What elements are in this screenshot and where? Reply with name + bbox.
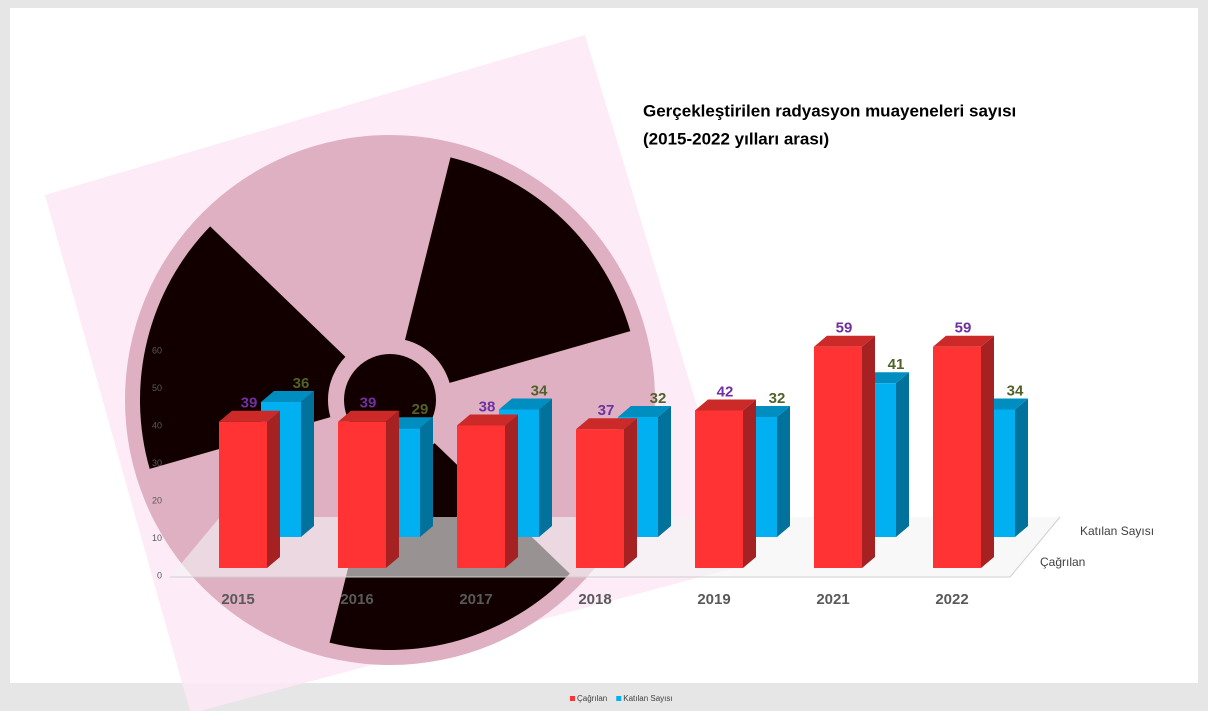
bar [219, 410, 280, 568]
y-tick-label: 50 [152, 383, 162, 393]
x-tick-label: 2021 [816, 591, 849, 608]
bar [457, 414, 518, 568]
depth-label: Katılan Sayısı [1080, 524, 1154, 538]
x-tick-label: 2017 [459, 591, 492, 608]
bar [695, 399, 756, 568]
data-label: 59 [836, 320, 853, 337]
bar-side [386, 410, 399, 568]
bar-top [576, 418, 637, 430]
bar-side [624, 418, 637, 568]
bar-side [981, 335, 994, 568]
data-label: 39 [241, 395, 258, 412]
x-tick-label: 2022 [935, 591, 968, 608]
legend-label: Çağrılan [577, 694, 607, 703]
bar-side [301, 391, 314, 537]
bar-side [896, 372, 909, 537]
x-tick-label: 2018 [578, 591, 611, 608]
bar [576, 418, 637, 568]
bar-side [1015, 398, 1028, 537]
bar-side [862, 335, 875, 568]
depth-label: Çağrılan [1040, 555, 1085, 569]
bar-front [814, 346, 862, 568]
data-label: 34 [531, 382, 548, 399]
bar-top [457, 414, 518, 426]
data-label: 38 [479, 398, 496, 415]
y-tick-label: 10 [152, 533, 162, 543]
data-label: 37 [598, 402, 615, 419]
bar [814, 335, 875, 568]
bar [338, 410, 399, 568]
y-tick-label: 30 [152, 458, 162, 468]
bar-top [814, 335, 875, 347]
x-tick-label: 2019 [697, 591, 730, 608]
bar-side [777, 406, 790, 537]
legend-swatch [616, 696, 622, 701]
y-tick-label: 0 [157, 570, 162, 580]
legend-label: Katılan Sayısı [623, 694, 672, 703]
bar-side [539, 398, 552, 537]
data-label: 36 [293, 375, 310, 392]
bar-top [338, 410, 399, 422]
data-label: 29 [412, 401, 429, 418]
data-label: 39 [360, 395, 377, 412]
bar-side [743, 399, 756, 568]
bar-front [695, 410, 743, 568]
bar-top [499, 398, 552, 410]
bar-side [267, 410, 280, 568]
data-label: 32 [769, 390, 786, 407]
data-label: 34 [1007, 382, 1024, 399]
bar-top [261, 391, 314, 402]
x-tick-label: 2016 [340, 591, 373, 608]
bar-side [420, 417, 433, 537]
bar-front [338, 421, 386, 568]
bar [261, 391, 314, 537]
chart-title: (2015-2022 yılları arası) [643, 129, 829, 148]
data-label: 59 [955, 320, 972, 337]
bar [933, 335, 994, 568]
data-label: 41 [888, 356, 905, 373]
bar-front [576, 429, 624, 568]
data-label: 42 [717, 383, 734, 400]
bar-front [933, 346, 981, 568]
floor-edge [1009, 516, 1061, 578]
bar-side [658, 406, 671, 537]
bar-top [219, 410, 280, 422]
bar-top [618, 406, 671, 417]
y-tick-label: 40 [152, 420, 162, 430]
bar-front [457, 425, 505, 568]
bar-top [695, 399, 756, 411]
y-tick-label: 20 [152, 495, 162, 505]
x-tick-label: 2015 [221, 591, 254, 608]
chart-title: Gerçekleştirilen radyasyon muayeneleri s… [643, 101, 1016, 120]
data-label: 32 [650, 390, 667, 407]
bar-top [933, 335, 994, 347]
bar-side [505, 414, 518, 568]
legend-swatch [570, 696, 575, 701]
bar-front [219, 421, 267, 568]
y-tick-label: 60 [152, 345, 162, 355]
trefoil-blade [404, 157, 631, 383]
